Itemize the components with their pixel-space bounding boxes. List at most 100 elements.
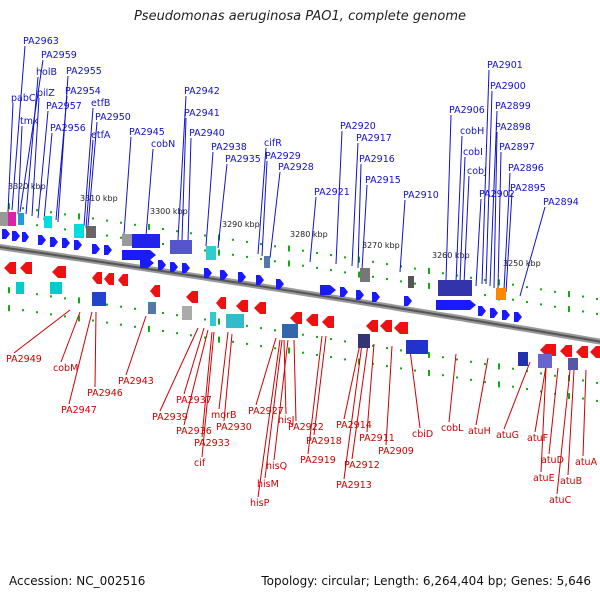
forward-gene-label: PA2954 [65, 86, 101, 97]
tick-minor [540, 372, 542, 375]
tick-minor [36, 224, 38, 227]
tick-minor [106, 219, 108, 222]
forward-gene-label: PA2917 [356, 133, 392, 144]
tick-minor [526, 286, 528, 289]
reverse-label-leader [540, 367, 547, 473]
tick-minor [596, 312, 598, 315]
forward-gene-arrow [502, 310, 510, 320]
forward-gene-arrow [372, 292, 380, 302]
tick-major [498, 279, 500, 286]
tick-minor [50, 211, 52, 214]
forward-label-leader [205, 151, 214, 247]
reverse-label-leader [264, 339, 283, 479]
reverse-gene-label: cobL [441, 423, 464, 434]
tick-minor [386, 278, 388, 281]
forward-gene-label: cobI [463, 147, 483, 158]
tick-minor [484, 294, 486, 297]
forward-gene-label: PA2938 [211, 142, 247, 153]
tick-major [78, 213, 80, 220]
tick-minor [162, 312, 164, 314]
reverse-gene-arrow [236, 300, 248, 312]
tick-minor [120, 221, 122, 224]
reverse-gene-arrow [366, 320, 378, 332]
tick-minor [274, 347, 276, 350]
tick-major [498, 363, 500, 370]
tick-minor [386, 365, 388, 368]
reverse-label-leader [567, 369, 575, 476]
tick-minor [512, 298, 514, 301]
tick-minor [120, 323, 122, 326]
tick-minor [372, 260, 374, 263]
reverse-gene-label: PA2922 [288, 422, 324, 433]
forward-gene-label: PA2902 [479, 189, 515, 200]
reverse-gene-arrow [560, 345, 572, 357]
forward-label-leader [87, 121, 98, 227]
tick-minor [22, 309, 24, 312]
tick-minor [260, 258, 262, 261]
forward-gene-arrow [220, 270, 228, 280]
reverse-gene-label: PA2913 [336, 480, 372, 491]
forward-label-leader [493, 131, 498, 289]
tick-minor [400, 265, 402, 268]
reverse-label-leader [556, 369, 571, 495]
forward-label-leader [43, 132, 53, 221]
reverse-label-leader [60, 311, 81, 363]
forward-gene-label: cifR [264, 138, 282, 149]
reverse-gene-box [538, 354, 552, 368]
forward-gene-arrow [514, 312, 522, 322]
tick-minor [302, 249, 304, 252]
forward-gene-box [18, 213, 24, 225]
forward-gene-label: PA2928 [278, 162, 314, 173]
reverse-gene-label: hisP [250, 498, 270, 509]
reverse-label-leader [201, 331, 213, 438]
tick-minor [484, 279, 486, 282]
tick-major [568, 306, 570, 313]
tick-minor [582, 379, 584, 382]
forward-label-leader [25, 76, 39, 215]
tick-minor [582, 295, 584, 298]
forward-label-leader [361, 184, 368, 271]
scale-label: 3290 kbp [222, 220, 260, 229]
forward-gene-label: PA2895 [510, 183, 546, 194]
tick-minor [456, 274, 458, 277]
forward-gene-arrow [204, 268, 212, 278]
reverse-label-leader [94, 311, 97, 388]
tick-minor [596, 381, 598, 384]
reverse-gene-label: atuA [575, 457, 598, 468]
forward-gene-arrow [404, 296, 412, 306]
reverse-label-leader [409, 349, 421, 429]
reverse-label-leader [307, 335, 323, 455]
tick-minor [176, 314, 178, 317]
reverse-label-leader [448, 353, 457, 423]
forward-gene-arrow [92, 244, 100, 254]
reverse-gene-label: PA2930 [216, 422, 252, 433]
reverse-gene-arrow [186, 291, 198, 303]
forward-gene-label: PA2916 [359, 154, 395, 165]
tick-minor [302, 351, 304, 354]
tick-minor [246, 255, 248, 258]
reverse-gene-box [226, 314, 244, 328]
reverse-label-leader [273, 339, 289, 461]
tick-minor [442, 374, 444, 377]
forward-gene-label: PA2942 [184, 86, 220, 97]
reverse-gene-label: atuG [496, 430, 519, 441]
tick-minor [204, 249, 206, 252]
reverse-gene-label: hisQ [266, 461, 287, 472]
tick-minor [400, 280, 402, 283]
forward-label-leader [19, 59, 44, 213]
forward-label-leader [17, 125, 23, 215]
tick-major [78, 315, 80, 322]
reverse-gene-label: atuD [541, 455, 564, 466]
tick-minor [50, 313, 52, 316]
tick-minor [302, 264, 304, 267]
tick-minor [456, 358, 458, 361]
tick-minor [484, 381, 486, 384]
tick-minor [162, 330, 164, 332]
tick-minor [512, 367, 514, 370]
forward-label-leader [459, 156, 466, 283]
forward-gene-arrow [256, 275, 264, 285]
reverse-label-leader [68, 311, 93, 405]
tick-minor [302, 333, 304, 336]
reverse-gene-box [518, 352, 528, 366]
forward-gene-arrow [182, 263, 190, 273]
